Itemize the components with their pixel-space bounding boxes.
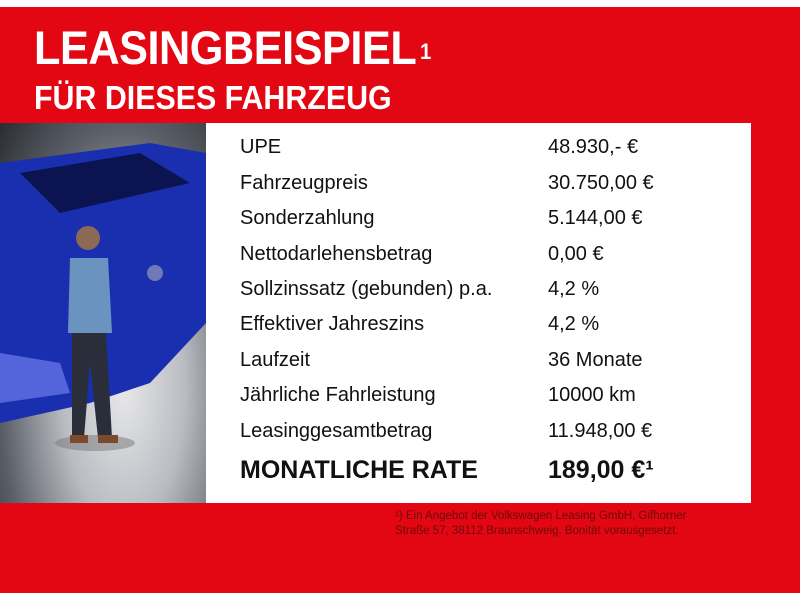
footnote-line: Straße 57, 38112 Braunschweig. Bonität v…	[395, 525, 679, 537]
page-subtitle: FÜR DIESES FAHRZEUG	[34, 79, 392, 116]
row-label: Effektiver Jahreszins	[240, 313, 425, 335]
row-value: 4,2 %	[548, 313, 600, 335]
row-value: 48.930,- €	[548, 136, 639, 158]
monthly-rate-row: MONATLICHE RATE 189,00 €¹	[240, 456, 720, 485]
table-row: Laufzeit 36 Monate	[240, 349, 720, 372]
car-with-man-image	[0, 143, 206, 451]
footnote: ¹) Ein Angebot der Volkswagen Leasing Gm…	[395, 509, 687, 539]
row-label: Nettodarlehensbetrag	[240, 243, 433, 265]
row-value: 4,2 %	[548, 278, 600, 300]
table-row: UPE 48.930,- €	[240, 136, 720, 159]
row-label: Laufzeit	[240, 349, 311, 371]
table-row: Sonderzahlung 5.144,00 €	[240, 207, 720, 230]
row-value: 30.750,00 €	[548, 172, 654, 194]
table-row: Sollzinssatz (gebunden) p.a. 4,2 %	[240, 278, 720, 301]
table-row: Effektiver Jahreszins 4,2 %	[240, 313, 720, 336]
row-value: 36 Monate	[548, 349, 643, 371]
table-row: Nettodarlehensbetrag 0,00 €	[240, 243, 720, 266]
row-label: Leasinggesamtbetrag	[240, 420, 433, 442]
row-label: Sollzinssatz (gebunden) p.a.	[240, 278, 493, 300]
row-label: Sonderzahlung	[240, 207, 375, 229]
row-label: Jährliche Fahrleistung	[240, 384, 436, 406]
monthly-rate-label: MONATLICHE RATE	[240, 456, 478, 484]
row-value: 5.144,00 €	[548, 207, 643, 229]
monthly-rate-value: 189,00 €¹	[548, 456, 654, 484]
title-footnote-mark: 1	[420, 39, 431, 64]
car-photo	[0, 123, 206, 503]
table-row: Fahrzeugpreis 30.750,00 €	[240, 172, 720, 195]
table-row: Leasinggesamtbetrag 11.948,00 €	[240, 420, 720, 443]
row-value: 11.948,00 €	[548, 420, 653, 442]
page-title: LEASINGBEISPIEL 1	[34, 22, 431, 74]
row-label: Fahrzeugpreis	[240, 172, 368, 194]
title-text: LEASINGBEISPIEL	[34, 21, 417, 74]
row-value: 10000 km	[548, 384, 636, 406]
table-row: Jährliche Fahrleistung 10000 km	[240, 384, 720, 407]
leasing-table: UPE 48.930,- € Fahrzeugpreis 30.750,00 € S…	[206, 123, 751, 503]
footnote-line: ¹) Ein Angebot der Volkswagen Leasing Gm…	[395, 510, 687, 522]
row-value: 0,00 €	[548, 243, 604, 265]
row-label: UPE	[240, 136, 282, 158]
